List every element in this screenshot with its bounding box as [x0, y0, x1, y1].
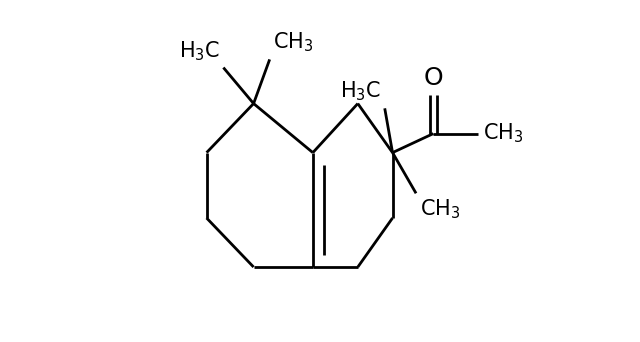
Text: CH$_3$: CH$_3$ — [273, 31, 314, 54]
Text: H$_3$C: H$_3$C — [179, 39, 220, 63]
Text: CH$_3$: CH$_3$ — [420, 197, 461, 221]
Text: O: O — [424, 66, 443, 90]
Text: H$_3$C: H$_3$C — [340, 80, 381, 103]
Text: CH$_3$: CH$_3$ — [483, 122, 524, 145]
